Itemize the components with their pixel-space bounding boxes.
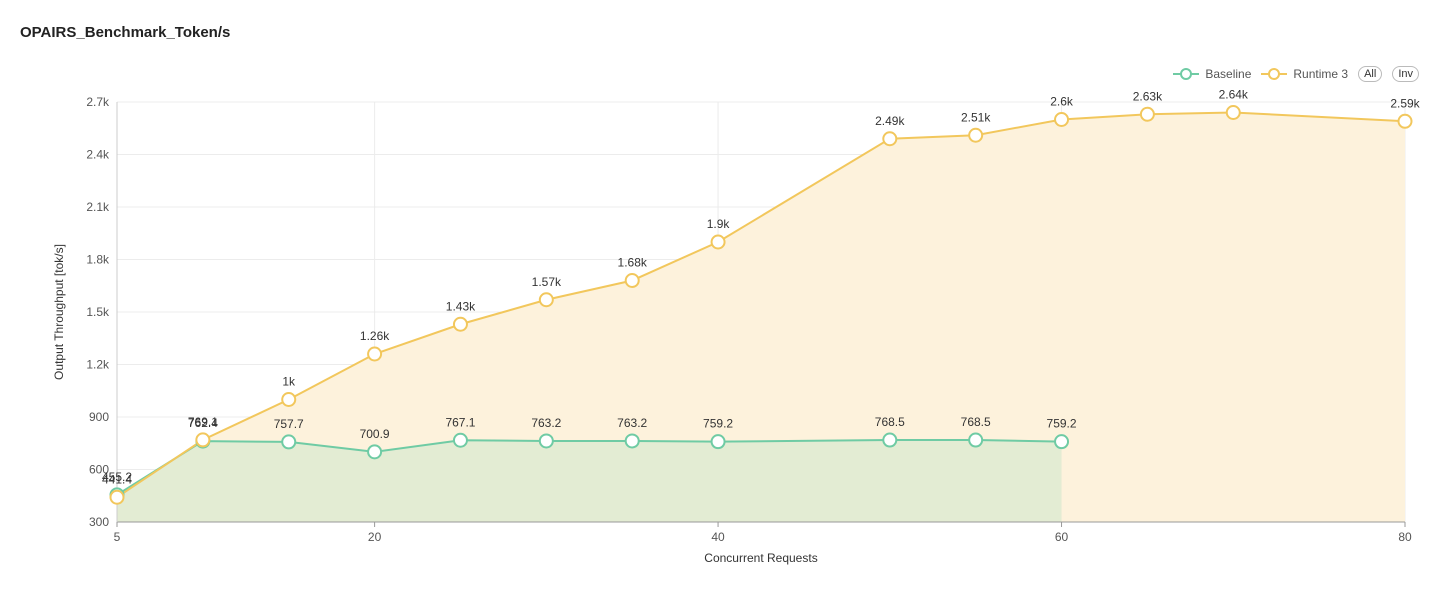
legend-marker-baseline	[1173, 68, 1200, 80]
data-label-baseline: 768.5	[875, 415, 905, 429]
data-label-baseline: 768.5	[961, 415, 991, 429]
point-baseline	[452, 432, 468, 448]
series-areas	[117, 112, 1405, 522]
point-baseline	[882, 432, 898, 448]
area-baseline	[117, 440, 1062, 522]
axes: 300 600 900 1.2k 1.5k 1.8k 2.1k 2.4k 2.7k 5 20 40 60…	[86, 95, 1412, 544]
data-label-runtime-3: 1.43k	[446, 299, 476, 313]
data-label-baseline: 763.2	[531, 416, 561, 430]
y-tick-label: 1.5k	[86, 305, 110, 319]
point-baseline	[710, 434, 726, 450]
legend-inv-button[interactable]: Inv	[1392, 66, 1419, 82]
y-tick-label: 2.1k	[86, 200, 110, 214]
point-runtime-3	[710, 234, 726, 250]
point-runtime-3	[367, 346, 383, 362]
data-label-runtime-3: 441.4	[102, 472, 132, 486]
area-runtime-3	[117, 112, 1405, 522]
data-label-runtime-3: 769.1	[188, 415, 218, 429]
point-baseline	[624, 433, 640, 449]
data-label-runtime-3: 2.49k	[875, 114, 905, 128]
data-label-runtime-3: 2.63k	[1133, 89, 1163, 103]
point-baseline	[538, 433, 554, 449]
data-label-runtime-3: 1.57k	[532, 275, 562, 289]
legend-label-baseline: Baseline	[1205, 67, 1252, 81]
point-runtime-3	[882, 131, 898, 147]
data-label-baseline: 700.9	[360, 427, 390, 441]
point-baseline	[968, 432, 984, 448]
data-label-runtime-3: 2.64k	[1219, 88, 1249, 102]
legend-item-runtime-3[interactable]: Runtime 3	[1261, 67, 1348, 81]
y-tick-label: 1.2k	[86, 358, 110, 372]
data-label-runtime-3: 2.6k	[1050, 95, 1074, 109]
data-label-baseline: 767.1	[445, 415, 475, 429]
y-axis-title: Output Throughput [tok/s]	[52, 244, 66, 380]
x-tick-label: 5	[114, 530, 121, 544]
y-tick-label: 900	[89, 410, 109, 424]
point-baseline	[281, 434, 297, 450]
data-labels: 455.2 762.4 757.7 700.9 767.1 763.2 763.2 759.2…	[102, 88, 1421, 487]
point-runtime-3	[452, 316, 468, 332]
data-label-baseline: 757.7	[274, 417, 304, 431]
data-label-runtime-3: 1.26k	[360, 329, 390, 343]
point-baseline	[367, 444, 383, 460]
y-tick-label: 2.7k	[86, 95, 110, 109]
legend-marker-runtime-3	[1261, 68, 1288, 80]
data-label-runtime-3: 2.51k	[961, 110, 991, 124]
point-baseline	[1054, 434, 1070, 450]
x-tick-label: 20	[368, 530, 382, 544]
data-label-runtime-3: 1.68k	[618, 256, 648, 270]
point-runtime-3	[624, 273, 640, 288]
line-runtime-3	[116, 111, 1406, 499]
point-runtime-3	[1397, 113, 1413, 129]
point-runtime-3	[1225, 105, 1241, 120]
data-label-baseline: 455.2	[102, 470, 132, 484]
y-tick-label: 1.8k	[86, 253, 110, 267]
point-runtime-3	[109, 489, 125, 505]
y-tick-label: 300	[89, 515, 109, 529]
legend-label-runtime-3: Runtime 3	[1293, 67, 1349, 81]
point-runtime-3	[281, 392, 297, 407]
point-runtime-3	[1054, 112, 1070, 127]
point-runtime-3	[968, 127, 984, 143]
x-tick-label: 40	[711, 530, 725, 544]
x-axis-title: Concurrent Requests	[704, 551, 817, 565]
legend-all-button[interactable]: All	[1358, 66, 1383, 82]
data-label-runtime-3: 1k	[282, 375, 296, 389]
point-runtime-3	[195, 432, 211, 448]
y-tick-label: 2.4k	[86, 148, 110, 162]
data-label-baseline: 763.2	[617, 416, 647, 430]
data-label-baseline: 759.2	[1047, 417, 1077, 431]
chart-title: OPAIRS_Benchmark_Token/s	[20, 24, 231, 41]
data-label-runtime-3: 1.9k	[707, 217, 731, 231]
x-tick-label: 80	[1398, 530, 1412, 544]
data-label-runtime-3: 2.59k	[1390, 96, 1420, 110]
data-label-baseline: 762.4	[188, 416, 218, 430]
legend-item-baseline[interactable]: Baseline	[1173, 67, 1251, 81]
x-tick-label: 60	[1055, 530, 1069, 544]
data-label-baseline: 759.2	[703, 417, 733, 431]
point-runtime-3	[1139, 106, 1155, 122]
y-tick-label: 600	[89, 463, 109, 477]
point-runtime-3	[538, 292, 554, 308]
series-points	[109, 105, 1413, 505]
legend: Baseline Runtime 3 All Inv	[1173, 66, 1419, 82]
